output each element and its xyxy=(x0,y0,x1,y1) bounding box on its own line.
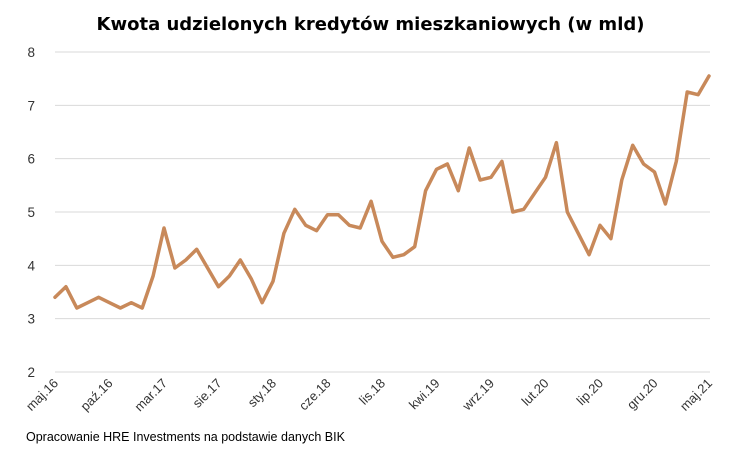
source-note: Opracowanie HRE Investments na podstawie… xyxy=(26,430,345,444)
x-tick-label: lut.20 xyxy=(519,376,552,409)
x-tick-label: mar.17 xyxy=(131,376,170,415)
x-tick-label: kwi.19 xyxy=(406,376,443,413)
x-tick-label: sty.18 xyxy=(245,376,279,410)
x-tick-label: lis.18 xyxy=(356,376,388,408)
series-line xyxy=(53,74,711,310)
y-tick-label: 8 xyxy=(27,45,35,60)
x-tick-label: maj.21 xyxy=(677,376,715,414)
x-tick-label: wrz.19 xyxy=(459,376,497,414)
y-axis-ticks: 2 3 4 5 6 7 8 xyxy=(27,45,35,380)
y-tick-label: 4 xyxy=(27,258,35,273)
x-axis-ticks: maj.16 paź.16 mar.17 sie.17 sty.18 cze.18 lis.… xyxy=(23,376,715,415)
y-tick-label: 7 xyxy=(27,98,35,113)
chart-title: Kwota udzielonych kredytów mieszkaniowyc… xyxy=(96,14,645,35)
x-tick-label: paź.16 xyxy=(77,376,115,414)
x-tick-label: maj.16 xyxy=(23,376,61,414)
gridlines xyxy=(55,51,710,373)
y-tick-label: 3 xyxy=(27,312,35,327)
series-layer xyxy=(53,74,711,310)
y-tick-label: 6 xyxy=(27,152,35,167)
x-tick-label: lip.20 xyxy=(574,376,607,409)
y-tick-label: 5 xyxy=(27,205,35,220)
x-tick-label: gru.20 xyxy=(624,376,661,413)
x-tick-label: cze.18 xyxy=(296,376,334,414)
y-tick-label: 2 xyxy=(27,365,35,380)
x-tick-label: sie.17 xyxy=(189,376,224,411)
